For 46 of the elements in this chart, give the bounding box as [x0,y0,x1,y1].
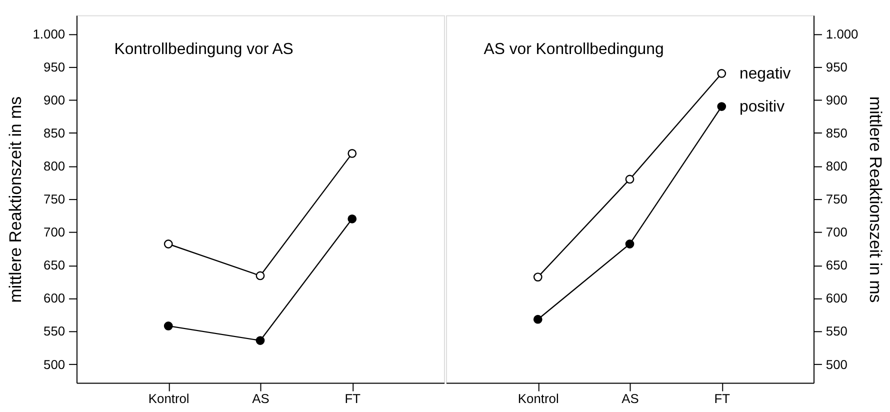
point [625,240,634,248]
text: Kontrollbedingung vor AS [114,41,294,58]
y-axis-title: mittlere Reaktionszeit in ms [6,96,25,303]
point [348,214,357,224]
y2-tick-label: 650 [826,258,848,273]
y-tick-label: 600 [44,290,66,306]
y2-axis-title: mittlere Reaktionszeit in ms [866,96,886,303]
point [164,322,173,330]
y-tick-label: 500 [44,356,66,372]
y2-tick-label: 1.000 [826,26,858,42]
x-tick-label: FT [714,391,730,406]
y-tick-label: 700 [44,224,66,240]
y2-tick-label: 500 [826,356,848,372]
y-tick-label: 950 [44,59,66,74]
y2-tick-label: 800 [826,158,848,174]
text: AS vor Kontrollbedingung [484,41,664,58]
y2-tick-label: 550 [826,324,848,339]
y-tick-label: 750 [44,192,66,207]
x-tick-label: AS [252,391,270,406]
point [717,102,726,111]
x-tick-label: Kontrol [518,391,559,406]
y2-tick-label: 750 [826,192,848,207]
point [164,240,173,248]
y2-tick-label: 950 [826,59,848,74]
y-tick-label: 650 [44,258,66,273]
x-tick-label: FT [344,391,361,406]
point [533,314,542,324]
point [256,271,265,280]
y-tick-label: 1.000 [32,26,66,42]
y-tick-label: 900 [44,92,66,108]
y-tick-label: 800 [44,158,66,174]
y2-tick-label: 700 [826,224,848,240]
y2-tick-label: 850 [826,125,848,140]
point [533,272,542,282]
x-tick-label: AS [622,391,640,406]
x-tick-label: Kontrol [148,391,190,406]
point [348,149,357,158]
series-label: positiv [740,98,785,116]
y2-tick-label: 900 [826,92,848,108]
point [717,69,726,78]
y-tick-label: 550 [44,324,66,339]
point [625,174,634,184]
y2-tick-label: 600 [826,290,848,306]
series-label: negativ [740,65,791,82]
point [256,336,265,345]
y-tick-label: 850 [44,125,66,140]
